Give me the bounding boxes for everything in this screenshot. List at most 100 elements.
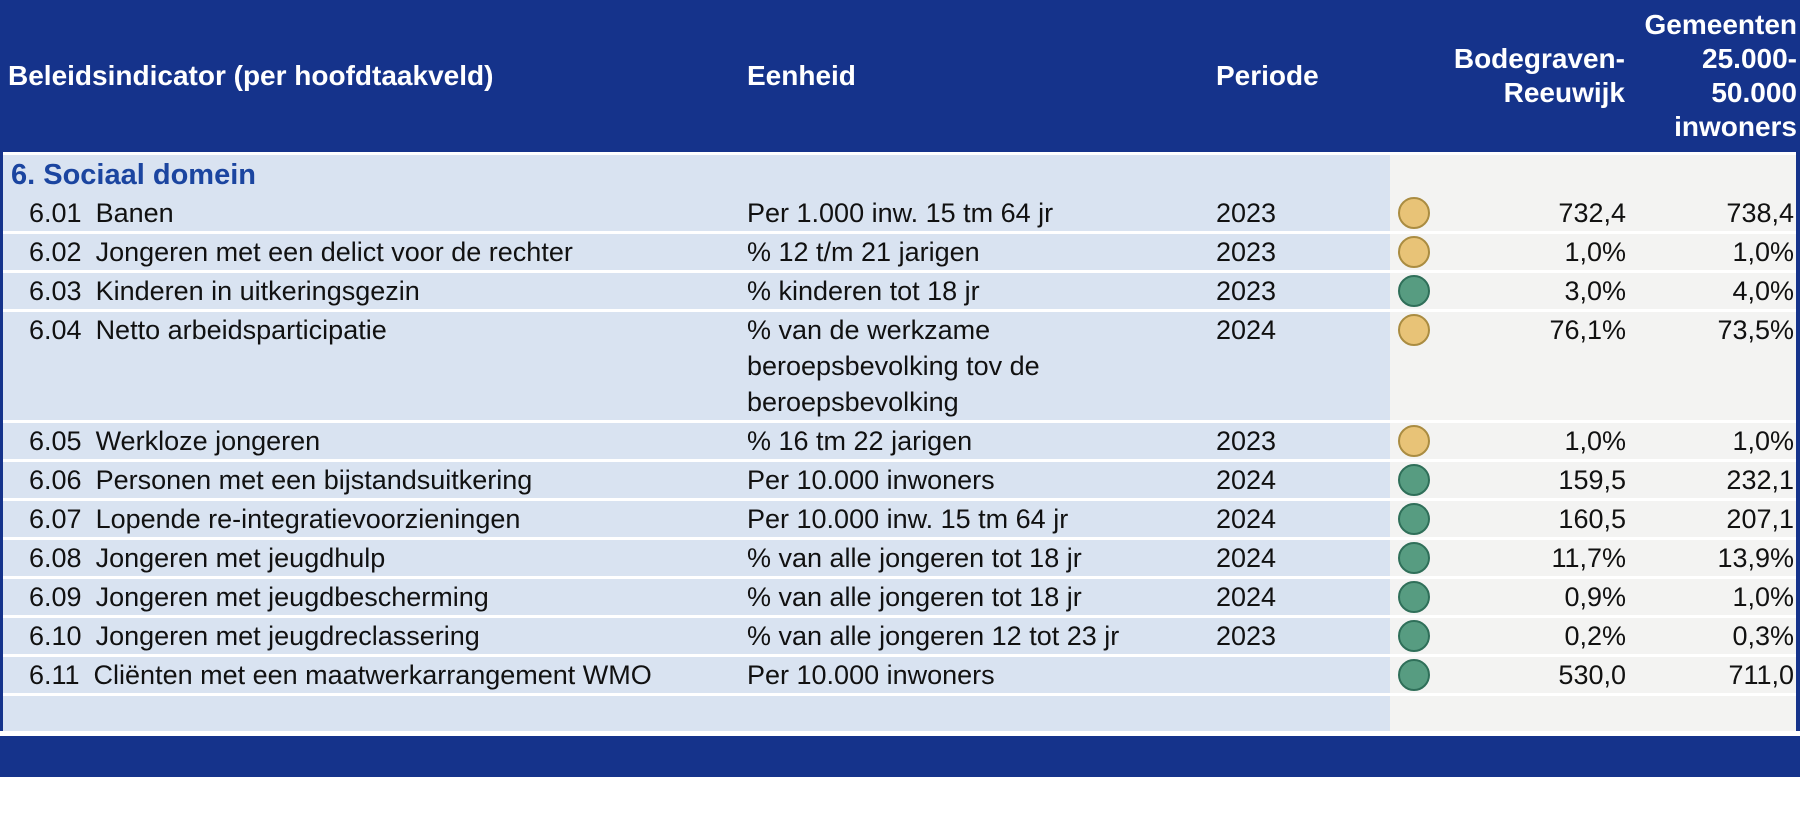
- status-green-icon: [1398, 542, 1430, 574]
- row-value-bodegraven-reeuwijk: 159,5: [1452, 462, 1628, 498]
- status-green-icon: [1398, 464, 1430, 496]
- column-header-gemeenten-25000-50000: Gemeenten 25.000- 50.000 inwoners: [1644, 9, 1798, 142]
- row-value-gemeenten: 13,9%: [1628, 540, 1796, 576]
- table-row: 6.04 Netto arbeidsparticipatie % van de …: [3, 309, 1796, 420]
- row-indicator-name: Personen met een bijstandsuitkering: [95, 465, 533, 495]
- status-green-icon: [1398, 275, 1430, 307]
- row-period: 2024: [1210, 540, 1390, 576]
- table-row: 6.11 Cliënten met een maatwerkarrangemen…: [3, 654, 1796, 693]
- indicator-table-page: Beleidsindicator (per hoofdtaakveld) Een…: [0, 0, 1800, 777]
- row-number: 6.04: [29, 315, 82, 345]
- data-rows: 6.01 Banen Per 1.000 inw. 15 tm 64 jr 20…: [3, 192, 1796, 693]
- row-value-gemeenten: 4,0%: [1628, 273, 1796, 309]
- status-yellow-icon: [1398, 236, 1430, 268]
- row-indicator-name: Jongeren met een delict voor de rechter: [95, 237, 573, 267]
- row-value-bodegraven-reeuwijk: 11,7%: [1452, 540, 1628, 576]
- status-green-icon: [1398, 581, 1430, 613]
- status-green-icon: [1398, 659, 1430, 691]
- row-value-gemeenten: 0,3%: [1628, 618, 1796, 654]
- footer-bar: [0, 736, 1800, 777]
- row-indicator-cell: 6.03 Kinderen in uitkeringsgezin: [3, 273, 745, 309]
- row-period: [1210, 657, 1390, 693]
- row-value-bodegraven-reeuwijk: 0,2%: [1452, 618, 1628, 654]
- row-value-gemeenten: 711,0: [1628, 657, 1796, 693]
- row-indicator-cell: 6.01 Banen: [3, 195, 745, 231]
- row-status-cell: [1390, 273, 1452, 309]
- row-indicator-name: Banen: [95, 198, 174, 228]
- empty-row: [3, 693, 1796, 731]
- column-header-periode: Periode: [1216, 60, 1319, 91]
- row-value-gemeenten: 1,0%: [1628, 579, 1796, 615]
- row-period: 2024: [1210, 312, 1390, 420]
- row-unit: % 16 tm 22 jarigen: [745, 423, 1210, 459]
- row-status-cell: [1390, 423, 1452, 459]
- row-indicator-name: Jongeren met jeugdreclassering: [95, 621, 480, 651]
- row-value-bodegraven-reeuwijk: 76,1%: [1452, 312, 1628, 420]
- row-indicator-cell: 6.09 Jongeren met jeugdbescherming: [3, 579, 745, 615]
- row-period: 2023: [1210, 273, 1390, 309]
- row-unit: % van alle jongeren tot 18 jr: [745, 540, 1210, 576]
- section-title: 6. Sociaal domein: [3, 155, 1390, 195]
- row-indicator-cell: 6.08 Jongeren met jeugdhulp: [3, 540, 745, 576]
- row-status-cell: [1390, 540, 1452, 576]
- row-number: 6.07: [29, 504, 82, 534]
- row-indicator-name: Jongeren met jeugdhulp: [95, 543, 386, 573]
- row-status-cell: [1390, 234, 1452, 270]
- table-row: 6.06 Personen met een bijstandsuitkering…: [3, 459, 1796, 498]
- row-status-cell: [1390, 657, 1452, 693]
- section-row: 6. Sociaal domein: [3, 152, 1796, 195]
- row-unit: % van alle jongeren tot 18 jr: [745, 579, 1210, 615]
- table-row: 6.10 Jongeren met jeugdreclassering % va…: [3, 615, 1796, 654]
- row-indicator-cell: 6.02 Jongeren met een delict voor de rec…: [3, 234, 745, 270]
- row-period: 2023: [1210, 423, 1390, 459]
- table-row: 6.01 Banen Per 1.000 inw. 15 tm 64 jr 20…: [3, 192, 1796, 231]
- row-period: 2023: [1210, 618, 1390, 654]
- row-unit: % van alle jongeren 12 tot 23 jr: [745, 618, 1210, 654]
- row-number: 6.06: [29, 465, 82, 495]
- status-yellow-icon: [1398, 197, 1430, 229]
- row-indicator-cell: 6.04 Netto arbeidsparticipatie: [3, 312, 745, 420]
- row-value-gemeenten: 1,0%: [1628, 234, 1796, 270]
- row-indicator-cell: 6.05 Werkloze jongeren: [3, 423, 745, 459]
- row-indicator-name: Netto arbeidsparticipatie: [95, 315, 387, 345]
- row-period: 2023: [1210, 195, 1390, 231]
- row-indicator-cell: 6.11 Cliënten met een maatwerkarrangemen…: [3, 657, 745, 693]
- table-row: 6.05 Werkloze jongeren % 16 tm 22 jarige…: [3, 420, 1796, 459]
- column-header-bodegraven-reeuwijk: Bodegraven- Reeuwijk: [1453, 43, 1625, 108]
- row-unit: Per 1.000 inw. 15 tm 64 jr: [745, 195, 1210, 231]
- row-number: 6.01: [29, 198, 82, 228]
- row-period: 2023: [1210, 234, 1390, 270]
- row-status-cell: [1390, 312, 1452, 420]
- row-number: 6.10: [29, 621, 82, 651]
- row-value-gemeenten: 207,1: [1628, 501, 1796, 537]
- row-value-bodegraven-reeuwijk: 530,0: [1452, 657, 1628, 693]
- row-unit: Per 10.000 inw. 15 tm 64 jr: [745, 501, 1210, 537]
- row-value-gemeenten: 738,4: [1628, 195, 1796, 231]
- table-row: 6.07 Lopende re-integratievoorzieningen …: [3, 498, 1796, 537]
- row-period: 2024: [1210, 501, 1390, 537]
- table-row: 6.08 Jongeren met jeugdhulp % van alle j…: [3, 537, 1796, 576]
- empty-row-left: [3, 696, 1390, 731]
- table-body: 6. Sociaal domein 6.01 Banen Per 1.000 i…: [0, 152, 1800, 731]
- column-header-eenheid: Eenheid: [747, 60, 856, 91]
- row-unit: % kinderen tot 18 jr: [745, 273, 1210, 309]
- row-indicator-name: Kinderen in uitkeringsgezin: [95, 276, 420, 306]
- row-number: 6.08: [29, 543, 82, 573]
- column-header-beleidsindicator: Beleidsindicator (per hoofdtaakveld): [8, 60, 494, 91]
- row-value-gemeenten: 73,5%: [1628, 312, 1796, 420]
- row-value-bodegraven-reeuwijk: 1,0%: [1452, 234, 1628, 270]
- row-number: 6.11: [29, 660, 80, 690]
- status-green-icon: [1398, 503, 1430, 535]
- row-indicator-name: Lopende re-integratievoorzieningen: [95, 504, 521, 534]
- row-period: 2024: [1210, 579, 1390, 615]
- row-number: 6.03: [29, 276, 82, 306]
- row-indicator-name: Cliënten met een maatwerkarrangement WMO: [93, 660, 652, 690]
- status-yellow-icon: [1398, 425, 1430, 457]
- row-number: 6.05: [29, 426, 82, 456]
- row-value-gemeenten: 232,1: [1628, 462, 1796, 498]
- empty-row-right: [1390, 696, 1796, 731]
- row-status-cell: [1390, 579, 1452, 615]
- row-indicator-name: Jongeren met jeugdbescherming: [95, 582, 489, 612]
- row-number: 6.02: [29, 237, 82, 267]
- status-yellow-icon: [1398, 314, 1430, 346]
